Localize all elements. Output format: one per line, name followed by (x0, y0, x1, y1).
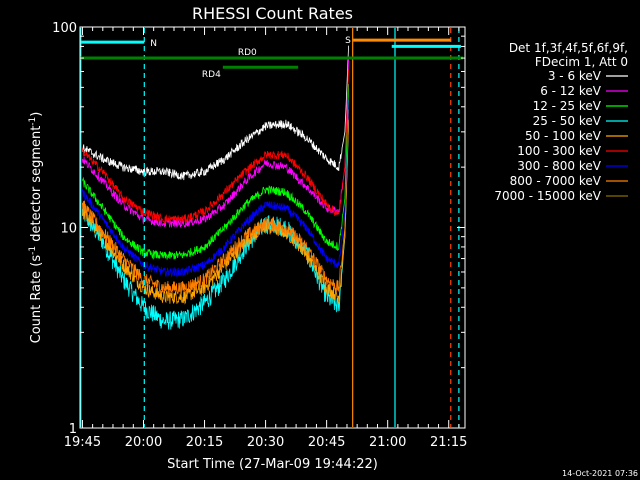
x-tick-label-20:45: 20:45 (308, 435, 345, 450)
series-line-3-6-keV (82, 45, 349, 181)
y-axis-label-superscript: -1 (28, 117, 38, 126)
y-axis-label-part: ) (29, 112, 44, 117)
flag-label-RD4: RD4 (202, 70, 221, 80)
legend-entry-label: 3 - 6 keV (548, 69, 602, 83)
x-tick-label-19:45: 19:45 (64, 435, 101, 450)
y-axis-label-part: Count Rate (s (29, 255, 44, 344)
legend-entry-label: 12 - 25 keV (533, 99, 602, 113)
legend-entry-label: 800 - 7000 keV (510, 174, 602, 188)
legend-entry-label: 25 - 50 keV (533, 114, 602, 128)
series-line-25-50-keV (82, 119, 349, 330)
chart-title: RHESSI Count Rates (192, 4, 353, 23)
series-line-50-100-keV (82, 119, 349, 305)
legend-header-line: Det 1f,3f,4f,5f,6f,9f, (509, 41, 628, 55)
x-tick-label-21:15: 21:15 (430, 435, 467, 450)
flag-label-N: N (150, 39, 157, 49)
y-axis-label-superscript: -1 (28, 246, 38, 255)
y-axis-label-part: detector segment (29, 126, 44, 246)
legend-entry-label: 7000 - 15000 keV (494, 189, 601, 203)
series-line-12-25-keV (82, 84, 349, 261)
timestamp: 14-Oct-2021 07:36 (562, 469, 638, 478)
x-tick-label-21:00: 21:00 (369, 435, 406, 450)
x-tick-label-20:15: 20:15 (186, 435, 223, 450)
series-line-800-7000-keV (82, 109, 349, 295)
flag-label-RD0: RD0 (238, 48, 257, 58)
legend-entry-label: 100 - 300 keV (517, 144, 601, 158)
legend-header-line: FDecim 1, Att 0 (535, 55, 628, 69)
series-line-6-12-keV (82, 58, 349, 228)
y-tick-label-100: 100 (52, 21, 77, 36)
series-line-100-300-keV (82, 68, 349, 225)
legend-entry-label: 6 - 12 keV (540, 84, 602, 98)
series-line-300-800-keV (82, 99, 349, 278)
x-axis-label: Start Time (27-Mar-09 19:44:22) (167, 457, 378, 472)
y-tick-label-1: 1 (69, 422, 77, 437)
x-tick-label-20:00: 20:00 (125, 435, 162, 450)
y-axis-label: Count Rate (s-1 detector segment-1) (28, 112, 44, 344)
y-tick-label-10: 10 (60, 222, 77, 237)
legend-entry-label: 300 - 800 keV (517, 159, 601, 173)
flag-label-S: S (345, 36, 351, 46)
legend-entry-label: 50 - 100 keV (525, 129, 602, 143)
x-tick-label-20:30: 20:30 (247, 435, 284, 450)
